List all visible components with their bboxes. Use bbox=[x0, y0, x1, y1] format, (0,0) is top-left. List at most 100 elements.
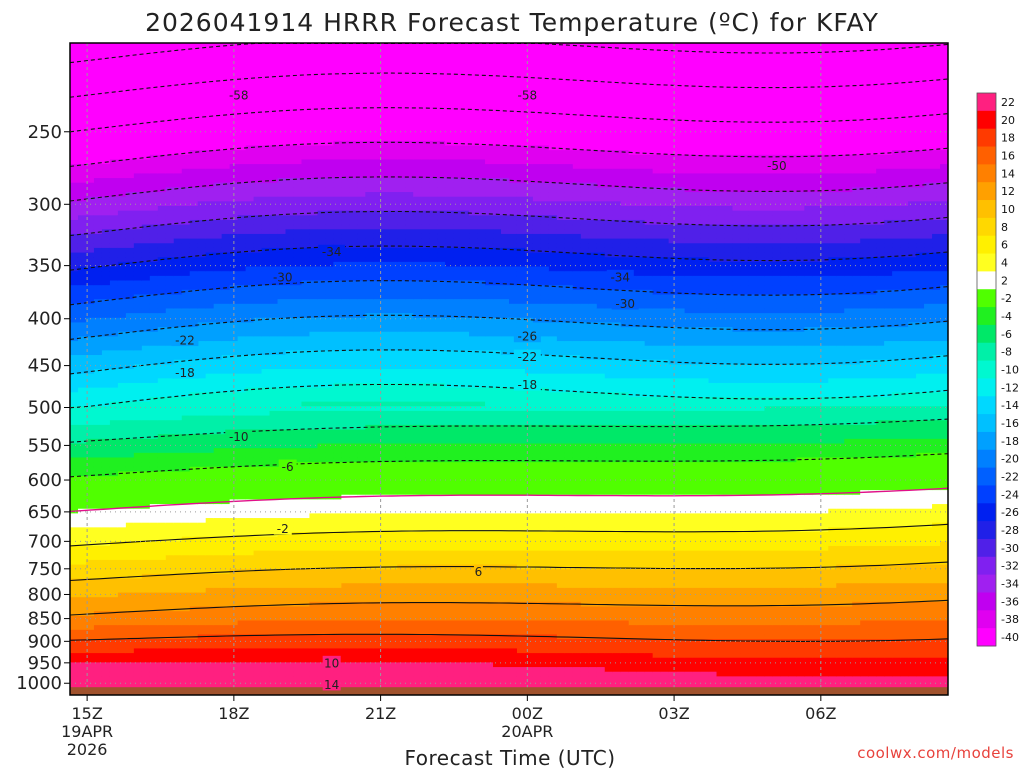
fill-cell bbox=[141, 364, 151, 370]
fill-cell bbox=[317, 70, 327, 77]
fill-cell bbox=[317, 56, 327, 63]
fill-cell bbox=[213, 401, 223, 407]
fill-cell bbox=[309, 508, 319, 514]
fill-cell bbox=[149, 550, 159, 556]
fill-cell bbox=[277, 229, 287, 235]
fill-cell bbox=[277, 173, 287, 179]
fill-cell bbox=[269, 56, 279, 63]
fill-cell bbox=[165, 657, 175, 663]
fill-cell bbox=[293, 243, 303, 249]
fill-cell bbox=[341, 490, 350, 496]
fill-cell bbox=[77, 289, 87, 296]
fill-cell bbox=[341, 150, 350, 156]
fill-cell bbox=[293, 639, 303, 645]
fill-cell bbox=[205, 43, 215, 49]
fill-cell bbox=[213, 140, 223, 147]
fill-cell bbox=[269, 387, 279, 393]
fill-cell bbox=[109, 457, 119, 463]
fill-cell bbox=[165, 261, 175, 268]
fill-cell bbox=[189, 457, 199, 463]
fill-cell bbox=[237, 466, 247, 473]
fill-cell bbox=[93, 443, 103, 449]
fill-cell bbox=[325, 145, 334, 151]
fill-cell bbox=[77, 84, 87, 91]
fill-cell bbox=[77, 43, 87, 49]
fill-cell bbox=[277, 192, 287, 198]
fill-cell bbox=[237, 350, 247, 356]
fill-cell bbox=[157, 313, 167, 319]
fill-cell bbox=[101, 94, 111, 100]
fill-cell bbox=[349, 238, 358, 244]
fill-cell bbox=[333, 224, 342, 230]
fill-cell bbox=[309, 583, 319, 589]
fill-cell bbox=[293, 126, 303, 133]
fill-cell bbox=[277, 317, 287, 324]
fill-cell bbox=[333, 355, 342, 361]
fill-cell bbox=[125, 662, 135, 668]
fill-cell bbox=[213, 466, 223, 473]
fill-cell bbox=[70, 569, 79, 575]
fill-cell bbox=[125, 466, 135, 473]
fill-cell bbox=[125, 168, 135, 174]
fill-cell bbox=[317, 671, 327, 677]
fill-cell bbox=[237, 206, 247, 212]
fill-cell bbox=[109, 629, 119, 636]
fill-cell bbox=[269, 518, 279, 524]
fill-cell bbox=[157, 359, 167, 365]
fill-cell bbox=[301, 462, 311, 468]
fill-cell bbox=[197, 611, 207, 617]
fill-cell bbox=[70, 47, 79, 53]
fill-cell bbox=[141, 94, 151, 100]
fill-cell bbox=[269, 601, 279, 608]
fill-cell bbox=[197, 601, 207, 608]
fill-cell bbox=[181, 457, 191, 463]
fill-cell bbox=[101, 364, 111, 370]
fill-cell bbox=[165, 52, 175, 58]
fill-cell bbox=[293, 84, 303, 91]
fill-cell bbox=[293, 550, 303, 556]
fill-cell bbox=[253, 355, 263, 361]
fill-cell bbox=[261, 303, 271, 310]
fill-cell bbox=[117, 247, 127, 254]
fill-cell bbox=[157, 410, 167, 417]
fill-cell bbox=[157, 75, 167, 81]
fill-cell bbox=[189, 112, 199, 119]
fill-cell bbox=[157, 620, 167, 626]
fill-cell bbox=[221, 275, 231, 282]
fill-cell bbox=[253, 266, 263, 272]
fill-cell bbox=[349, 401, 358, 407]
fill-cell bbox=[341, 620, 350, 626]
fill-cell bbox=[173, 438, 183, 445]
fill-cell bbox=[261, 75, 271, 81]
fill-cell bbox=[285, 238, 295, 244]
fill-cell bbox=[221, 47, 231, 53]
fill-cell bbox=[253, 634, 263, 640]
fill-cell bbox=[261, 573, 271, 580]
fill-cell bbox=[277, 252, 287, 258]
fill-cell bbox=[245, 452, 255, 459]
fill-cell bbox=[70, 471, 79, 477]
fill-cell bbox=[245, 643, 255, 650]
fill-cell bbox=[181, 420, 191, 426]
fill-cell bbox=[261, 280, 271, 286]
fill-cell bbox=[205, 173, 215, 179]
fill-cell bbox=[213, 159, 223, 165]
fill-cell bbox=[245, 266, 255, 272]
fill-cell bbox=[245, 219, 255, 226]
fill-cell bbox=[269, 70, 279, 77]
fill-cell bbox=[85, 327, 95, 333]
fill-cell bbox=[93, 601, 103, 608]
fill-cell bbox=[125, 364, 135, 370]
fill-cell bbox=[173, 671, 183, 677]
fill-cell bbox=[93, 271, 103, 277]
fill-cell bbox=[261, 611, 271, 617]
fill-cell bbox=[229, 145, 239, 151]
fill-cell bbox=[317, 378, 327, 384]
fill-cell bbox=[261, 564, 271, 570]
fill-cell bbox=[229, 620, 239, 626]
fill-cell bbox=[109, 373, 119, 379]
fill-cell bbox=[125, 369, 135, 375]
fill-cell bbox=[70, 476, 79, 482]
fill-cell bbox=[213, 573, 223, 580]
fill-cell bbox=[181, 629, 191, 636]
